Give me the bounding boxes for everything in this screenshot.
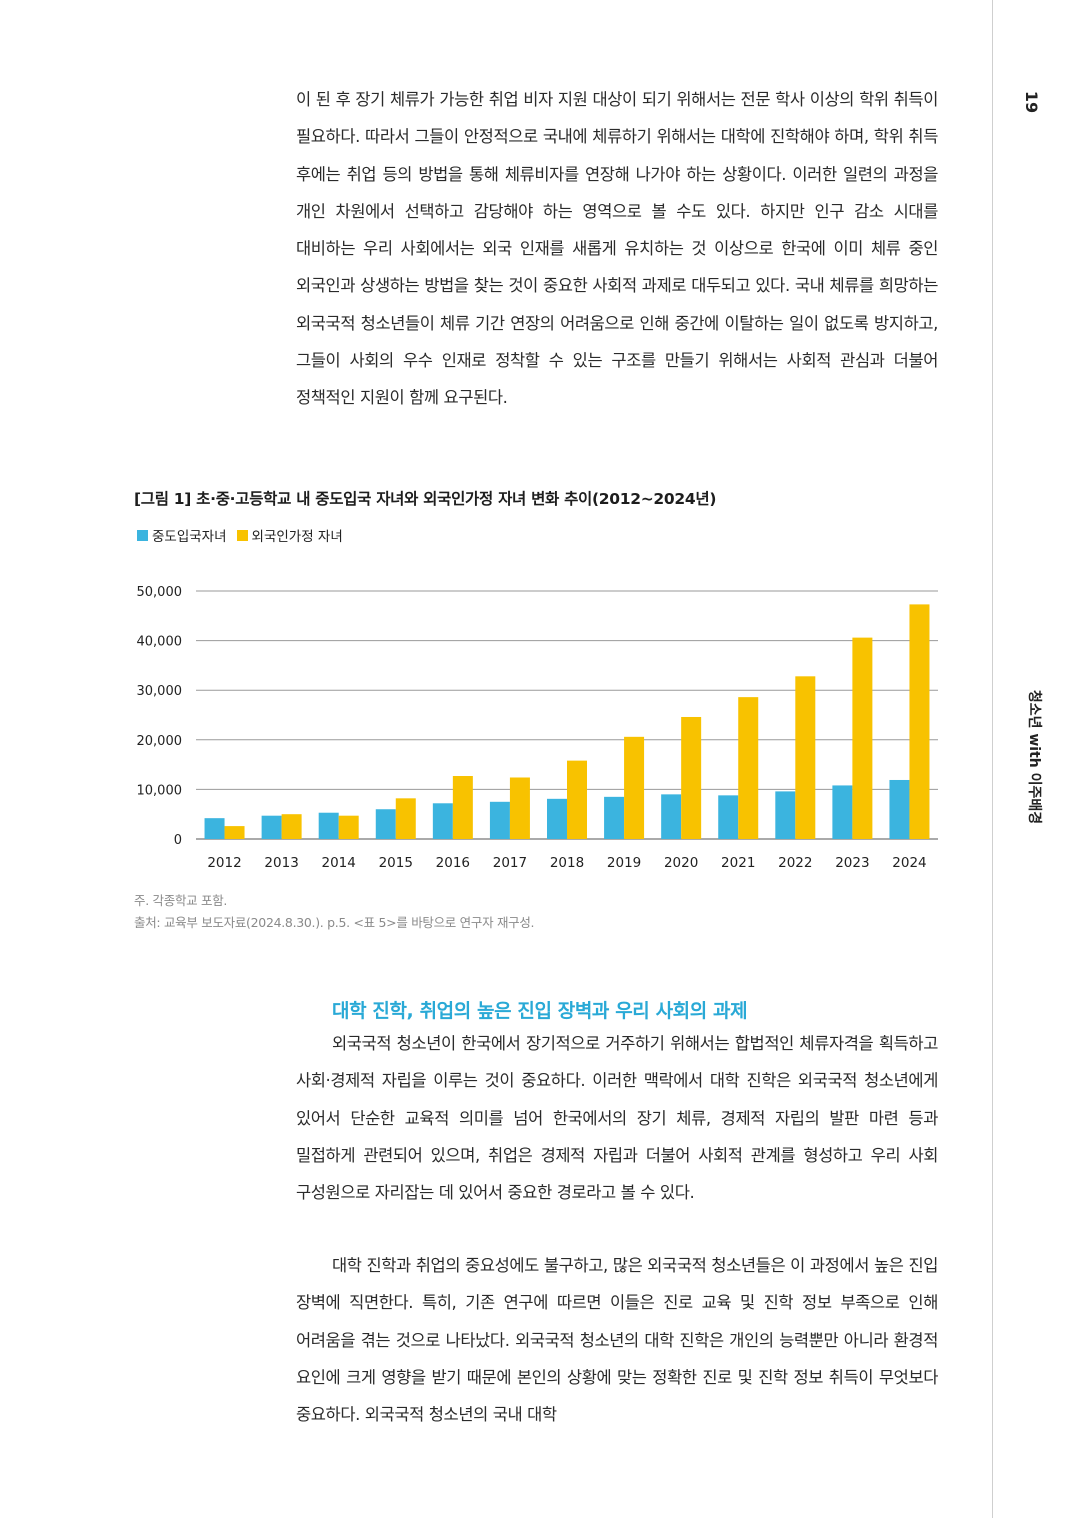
body-paragraph-2: 외국국적 청소년이 한국에서 장기적으로 거주하기 위해서는 합법적인 체류자격… [296,1034,938,1203]
bar-chart: 0 10,000 20,000 30,000 40,000 50,000 2012 2013 2… [137,585,938,871]
legend-item-1: 중도입국자녀 [137,525,227,545]
body-paragraph-top: 이 된 후 장기 체류가 가능한 취업 비자 지원 대상이 되기 위해서는 전문… [296,90,938,408]
legend-label-1: 중도입국자녀 [152,529,227,545]
y-tick-label: 20,000 [137,734,183,749]
y-tick-label: 30,000 [137,684,183,699]
x-tick-label: 2020 [664,855,698,871]
bar-foreign-2020 [681,716,702,839]
bar-jungdo-2015 [375,809,396,839]
bar-foreign-2013 [281,814,302,839]
bar-foreign-2023 [852,637,873,839]
bar-jungdo-2020 [661,794,682,839]
bar-jungdo-2014 [318,812,339,839]
x-tick-label: 2012 [207,855,241,871]
bar-foreign-2015 [395,798,416,839]
bar-foreign-2018 [567,760,587,839]
x-tick-label: 2016 [436,855,470,871]
x-tick-label: 2018 [550,855,584,871]
bar-foreign-2017 [509,777,530,839]
bar-jungdo-2012 [204,818,225,839]
bar-jungdo-2019 [604,796,625,839]
x-tick-label: 2021 [721,855,755,871]
body-paragraph-3: 대학 진학과 취업의 중요성에도 불구하고, 많은 외국국적 청소년들은 이 과… [296,1256,938,1425]
y-tick-label: 0 [174,833,182,848]
bar-jungdo-2016 [432,803,453,839]
bar-foreign-2022 [795,676,816,839]
bar-jungdo-2022 [775,791,796,839]
y-tick-label: 40,000 [137,635,183,650]
running-title: 청소년 with 이주배경 [1026,689,1042,825]
bar-foreign-2024 [909,604,930,839]
x-tick-label: 2019 [607,855,641,871]
legend-swatch-1 [137,529,148,541]
x-tick-label: 2013 [264,855,298,871]
bar-jungdo-2018 [547,798,567,839]
x-tick-label: 2017 [493,855,527,871]
y-tick-label: 50,000 [137,585,183,600]
bar-foreign-2019 [624,736,645,839]
legend-swatch-2 [236,529,248,541]
bar-foreign-2014 [338,815,359,839]
section-heading: 대학 진학, 취업의 높은 진입 장벽과 우리 사회의 과제 [332,1000,748,1022]
bar-jungdo-2024 [889,779,910,839]
legend-label-2: 외국인가정 자녀 [251,529,343,545]
bar-foreign-2012 [224,826,245,839]
bar-jungdo-2023 [832,785,853,839]
x-tick-label: 2015 [379,855,413,871]
margin-rule [992,0,993,1518]
x-tick-label: 2022 [778,855,812,871]
y-tick-label: 10,000 [137,783,183,798]
chart-legend: 중도입국자녀 외국인가정 자녀 [137,525,353,545]
figure-note: 주. 각종학교 포함. [134,893,228,908]
x-tick-label: 2023 [835,855,869,871]
bar-foreign-2021 [738,697,759,839]
bar-jungdo-2013 [261,815,282,839]
x-tick-label: 2014 [322,855,356,871]
x-tick-label: 2024 [892,855,926,871]
figure-title: [그림 1] 초·중·고등학교 내 중도입국 자녀와 외국인가정 자녀 변화 추… [134,490,717,508]
bar-jungdo-2021 [718,795,739,839]
legend-item-2: 외국인가정 자녀 [236,525,343,545]
bar-foreign-2016 [452,776,473,839]
page-number: 19 [1022,90,1041,114]
figure-source: 출처: 교육부 보도자료(2024.8.30.). p.5. <표 5>를 바탕… [134,915,535,930]
bar-jungdo-2017 [489,801,510,839]
